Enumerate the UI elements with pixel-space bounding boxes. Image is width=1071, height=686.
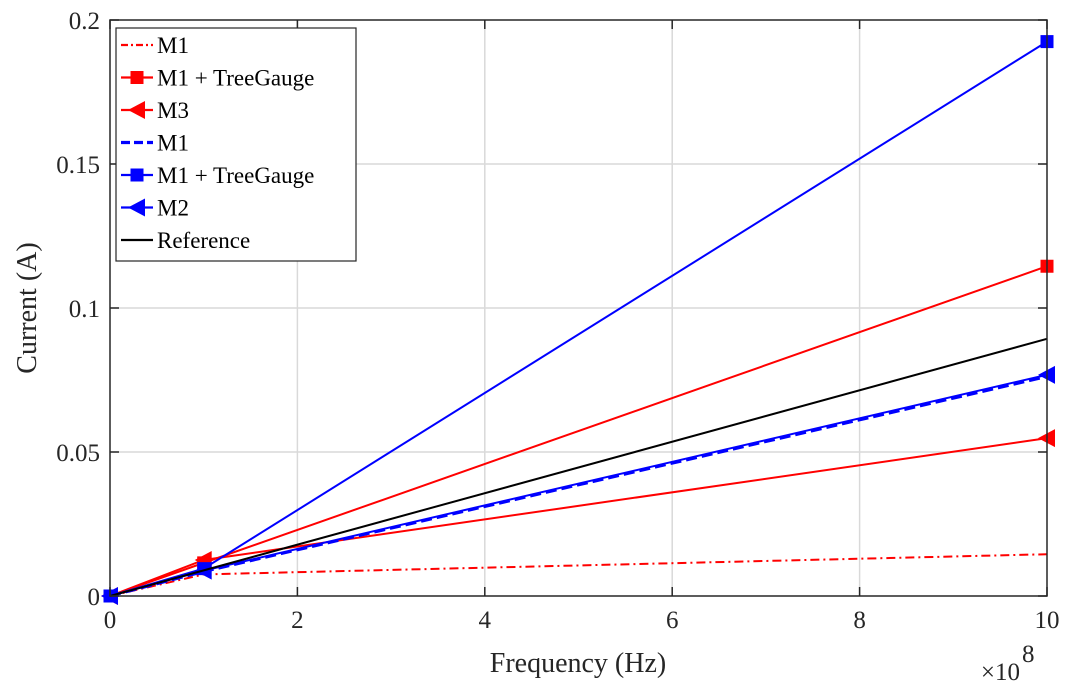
y-tick-label: 0.1 [69, 296, 100, 323]
legend-label: Reference [157, 228, 250, 253]
legend: M1 M1 + TreeGauge M3 M1 M1 + TreeGauge M2 Refe… [115, 27, 357, 262]
legend-entry: M3 [121, 98, 189, 123]
y-tick-label: 0.15 [56, 152, 100, 179]
legend-entry: Reference [121, 228, 250, 253]
y-tick-label: 0 [88, 584, 101, 611]
x-tick-label: 10 [1035, 607, 1060, 634]
x-exponent-base: ×10 [981, 659, 1020, 686]
x-tick-label: 6 [666, 607, 679, 634]
x-tick-label: 4 [479, 607, 492, 634]
x-exponent-power: 8 [1022, 641, 1035, 668]
legend-entry: M1 + TreeGauge [121, 66, 314, 91]
legend-label: M2 [157, 196, 189, 221]
y-tick-label: 0.2 [69, 8, 100, 35]
y-tick-label: 0.05 [56, 440, 100, 467]
legend-marker [128, 198, 145, 217]
series-line [109, 337, 1048, 597]
legend-label: M1 [157, 33, 189, 58]
legend-label: M1 [157, 131, 189, 156]
legend-marker [130, 71, 144, 84]
legend-entry: M2 [121, 196, 189, 221]
x-axis-label: Frequency (Hz) [490, 648, 666, 679]
y-axis-label: Current (A) [12, 242, 43, 373]
x-exponent: ×10 8 [981, 641, 1035, 686]
legend-label: M1 + TreeGauge [157, 163, 314, 188]
legend-entry: M1 [121, 131, 189, 156]
x-tick-label: 8 [853, 607, 866, 634]
legend-marker [130, 168, 144, 182]
x-tick-label: 2 [291, 607, 304, 634]
legend-label: M3 [157, 98, 189, 123]
x-tick-label: 0 [104, 607, 117, 634]
legend-entry: M1 [121, 33, 189, 58]
tick-labels: 0 2 4 6 8 10 0 0.05 0.1 0.15 0.2 [56, 8, 1059, 634]
legend-entry: M1 + TreeGauge [121, 163, 314, 188]
legend-label: M1 + TreeGauge [157, 66, 314, 91]
legend-box [115, 27, 357, 262]
legend-marker [128, 101, 145, 119]
series-7 [109, 337, 1048, 597]
